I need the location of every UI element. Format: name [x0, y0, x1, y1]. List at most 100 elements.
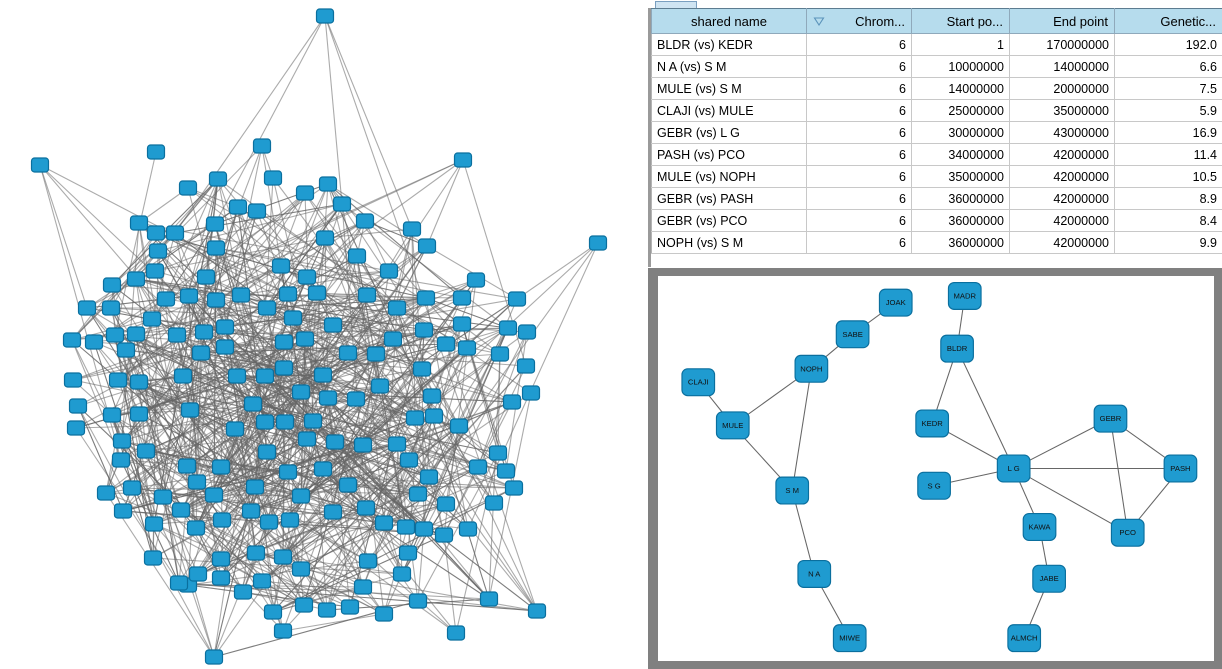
- node-shape[interactable]: [416, 290, 436, 306]
- network-node[interactable]: [517, 324, 537, 340]
- network-node[interactable]: [318, 176, 338, 192]
- network-node[interactable]: ALMCH: [1007, 624, 1042, 653]
- node-shape[interactable]: [313, 461, 333, 477]
- network-node[interactable]: [165, 225, 185, 241]
- node-shape[interactable]: [527, 603, 547, 619]
- network-node[interactable]: [346, 391, 366, 407]
- network-node[interactable]: GEBR: [1093, 404, 1128, 433]
- network-node[interactable]: [307, 285, 327, 301]
- network-node[interactable]: [408, 593, 428, 609]
- network-node[interactable]: [274, 360, 294, 376]
- node-shape[interactable]: [108, 372, 128, 388]
- network-node[interactable]: [142, 311, 162, 327]
- node-shape[interactable]: [303, 413, 323, 429]
- network-node[interactable]: [96, 485, 116, 501]
- network-node[interactable]: [387, 300, 407, 316]
- node-shape[interactable]: [280, 512, 300, 528]
- node-shape[interactable]: [297, 431, 317, 447]
- network-node[interactable]: [273, 549, 293, 565]
- node-shape[interactable]: [204, 487, 224, 503]
- network-node[interactable]: [396, 519, 416, 535]
- node-shape[interactable]: [417, 238, 437, 254]
- network-node[interactable]: PCO: [1110, 518, 1145, 547]
- node-shape[interactable]: [453, 152, 473, 168]
- network-node[interactable]: [116, 342, 136, 358]
- network-node[interactable]: [191, 345, 211, 361]
- node-shape[interactable]: [458, 521, 478, 537]
- node-shape[interactable]: [452, 316, 472, 332]
- node-shape[interactable]: [188, 566, 208, 582]
- node-shape[interactable]: [588, 235, 608, 251]
- results-table-panel[interactable]: shared name Chrom... Start po...: [645, 0, 1222, 270]
- network-node[interactable]: [504, 480, 524, 496]
- network-node[interactable]: [453, 152, 473, 168]
- network-node[interactable]: [247, 203, 267, 219]
- node-shape[interactable]: [180, 402, 200, 418]
- node-shape[interactable]: [153, 489, 173, 505]
- table-tab-stub[interactable]: [655, 1, 697, 9]
- network-node[interactable]: [291, 384, 311, 400]
- network-node[interactable]: [338, 477, 358, 493]
- network-node[interactable]: [212, 512, 232, 528]
- network-node[interactable]: [252, 138, 272, 154]
- network-node[interactable]: [30, 157, 50, 173]
- network-node[interactable]: [527, 603, 547, 619]
- network-node[interactable]: [458, 521, 478, 537]
- network-node[interactable]: [102, 407, 122, 423]
- network-node[interactable]: [452, 316, 472, 332]
- node-shape[interactable]: [1032, 564, 1066, 593]
- node-shape[interactable]: [414, 521, 434, 537]
- results-table[interactable]: shared name Chrom... Start po...: [651, 8, 1222, 254]
- node-shape[interactable]: [297, 269, 317, 285]
- network-node[interactable]: [177, 458, 197, 474]
- node-shape[interactable]: [278, 286, 298, 302]
- node-shape[interactable]: [370, 378, 390, 394]
- node-shape[interactable]: [325, 434, 345, 450]
- node-shape[interactable]: [211, 551, 231, 567]
- network-node[interactable]: [353, 437, 373, 453]
- node-shape[interactable]: [366, 346, 386, 362]
- network-node[interactable]: [313, 367, 333, 383]
- network-node[interactable]: [325, 434, 345, 450]
- network-node[interactable]: [246, 545, 266, 561]
- node-shape[interactable]: [392, 566, 412, 582]
- node-shape[interactable]: [353, 579, 373, 595]
- table-row[interactable]: CLAJI (vs) MULE 6 25000000 35000000 5.9: [651, 99, 1222, 122]
- node-shape[interactable]: [436, 496, 456, 512]
- node-shape[interactable]: [374, 606, 394, 622]
- network-node[interactable]: [245, 479, 265, 495]
- node-shape[interactable]: [171, 502, 191, 518]
- node-shape[interactable]: [399, 452, 419, 468]
- node-shape[interactable]: [996, 454, 1031, 483]
- node-shape[interactable]: [204, 649, 224, 665]
- node-shape[interactable]: [233, 584, 253, 600]
- network-node[interactable]: [436, 336, 456, 352]
- network-node[interactable]: [356, 500, 376, 516]
- node-shape[interactable]: [241, 503, 261, 519]
- node-shape[interactable]: [374, 515, 394, 531]
- node-shape[interactable]: [313, 367, 333, 383]
- network-node[interactable]: [436, 496, 456, 512]
- network-node[interactable]: [358, 553, 378, 569]
- network-node[interactable]: [588, 235, 608, 251]
- network-node[interactable]: [194, 324, 214, 340]
- node-shape[interactable]: [353, 437, 373, 453]
- node-shape[interactable]: [490, 346, 510, 362]
- node-shape[interactable]: [68, 398, 88, 414]
- network-node[interactable]: [383, 331, 403, 347]
- network-node[interactable]: [392, 566, 412, 582]
- node-shape[interactable]: [340, 599, 360, 615]
- network-node[interactable]: [148, 243, 168, 259]
- network-node[interactable]: [283, 310, 303, 326]
- node-shape[interactable]: [323, 504, 343, 520]
- node-shape[interactable]: [449, 418, 469, 434]
- network-node[interactable]: [227, 368, 247, 384]
- node-shape[interactable]: [173, 368, 193, 384]
- network-node[interactable]: KEDR: [915, 409, 950, 438]
- network-node[interactable]: [136, 443, 156, 459]
- node-shape[interactable]: [211, 570, 231, 586]
- network-node[interactable]: [297, 269, 317, 285]
- node-shape[interactable]: [419, 469, 439, 485]
- node-shape[interactable]: [77, 300, 97, 316]
- subnetwork-panel[interactable]: JOAK MADR SABE BLDR NOPH CLAJI KEDR GEBR MULE L G…: [648, 268, 1222, 669]
